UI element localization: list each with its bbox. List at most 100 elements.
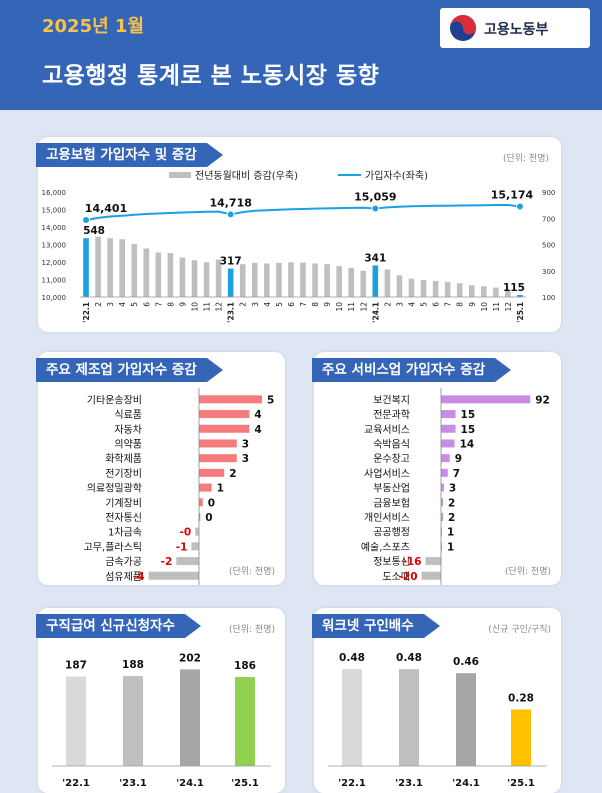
- bar: [199, 468, 225, 477]
- value-label: 187: [65, 660, 87, 672]
- page-title: 고용행정 통계로 본 노동시장 동향: [42, 63, 380, 89]
- x-tick-label: '25.1: [231, 778, 259, 789]
- category-label: 고무,플라스틱: [84, 541, 142, 553]
- category-label: 기타운송장비: [87, 394, 142, 406]
- x-tick-label: '24.1: [371, 302, 380, 323]
- y-left-tick: 14,000: [42, 224, 67, 232]
- bar-change: [481, 286, 487, 297]
- value-label: -0: [180, 527, 192, 539]
- legend-bar-label: 전년동월대비 증감(우축): [195, 170, 298, 182]
- x-tick-label: 7: [444, 302, 453, 307]
- x-tick-label: 3: [395, 302, 404, 307]
- x-tick-label: '22.1: [62, 778, 90, 789]
- category-label: 전문과학: [373, 409, 410, 421]
- bar-change: [300, 262, 306, 297]
- line-value-label: 15,059: [354, 190, 396, 203]
- x-tick-label: 10: [191, 302, 200, 312]
- category-label: 공공행정: [373, 527, 410, 539]
- value-label: 14: [460, 438, 475, 450]
- category-label: 부동산업: [373, 482, 410, 495]
- line-marker: [82, 215, 91, 224]
- value-label: 15: [461, 424, 476, 436]
- value-label: 202: [179, 652, 201, 664]
- manufacturing-chart: 기타운송장비 5 식료품 4 자동차 4 의약품 3 화학제품 3 전기장비 2 의료정밀광학 1 기계장비…: [84, 388, 274, 585]
- value-label: 3: [242, 453, 249, 465]
- x-tick-label: 2: [239, 302, 248, 307]
- y-left-tick: 15,000: [42, 207, 67, 215]
- value-label: 0: [208, 497, 215, 509]
- bar-change: [203, 262, 210, 297]
- bar: [176, 557, 199, 566]
- bar: [123, 676, 143, 766]
- bar-change: [179, 257, 186, 297]
- category-label: 금융보험: [373, 497, 410, 509]
- bar: [441, 542, 442, 551]
- y-left-tick: 12,000: [42, 259, 67, 267]
- category-label: 예술,스포츠: [361, 541, 410, 553]
- x-tick-label: 4: [118, 302, 127, 307]
- bar-change: [384, 269, 391, 297]
- insurance-chart: 전년동월대비 증감(우축) 가입자수(좌축) 10,000 11,000 12,000 1…: [42, 169, 556, 323]
- bar-change: [276, 262, 282, 297]
- line-marker: [371, 204, 380, 213]
- x-tick-label: 11: [347, 302, 356, 312]
- value-label: 0.48: [339, 652, 365, 664]
- value-label: 1: [447, 527, 454, 539]
- worknet-panel-title: 워크넷 구인배수: [312, 614, 440, 638]
- x-tick-label: '24.1: [176, 778, 204, 789]
- y-left-tick: 13,000: [42, 242, 67, 250]
- x-tick-label: 12: [215, 302, 224, 312]
- bar-change: [396, 275, 403, 297]
- manufacturing-panel-title: 주요 제조업 가입자수 증감: [36, 358, 223, 382]
- insurance-panel: 고용보험 가입자수 및 증감 (단위: 천명) 전년동월대비 증감(우축) 가입자…: [36, 137, 561, 332]
- legend-line-label: 가입자수(좌축): [365, 169, 428, 182]
- bar-change: [432, 280, 439, 297]
- bar: [441, 424, 456, 433]
- bar: [441, 527, 442, 536]
- value-label: 0.46: [453, 656, 479, 668]
- value-label: 1: [217, 483, 224, 495]
- x-tick-label: 7: [154, 302, 163, 307]
- x-tick-label: '22.1: [338, 778, 366, 789]
- category-label: 도소매: [382, 571, 410, 583]
- bar: [235, 677, 255, 766]
- x-tick-label: '23.1: [227, 302, 236, 323]
- line-subscribers: [85, 204, 521, 221]
- line-value-label: 14,401: [85, 202, 127, 215]
- bar: [441, 498, 443, 507]
- value-label: 2: [229, 468, 236, 480]
- bar-change: [131, 243, 138, 297]
- category-label: 섬유제품: [105, 571, 142, 583]
- bar: [148, 571, 199, 580]
- claims-panel-title: 구직급여 신규신청자수: [36, 614, 201, 638]
- bar-change: [155, 252, 162, 297]
- category-label: 자동차: [114, 424, 142, 436]
- x-tick-label: 10: [480, 302, 489, 312]
- bar-change: [420, 279, 427, 297]
- x-tick-label: '24.1: [452, 778, 480, 789]
- worknet-chart: 0.48 '22.1 0.48 '23.1 0.46 '24.1 0.28 '25.1: [328, 652, 547, 789]
- bar-change: [95, 236, 101, 297]
- value-label: 9: [455, 453, 462, 465]
- report-period: 2025년 1월: [42, 16, 145, 37]
- bar-change: [227, 268, 234, 297]
- x-tick-label: 8: [456, 302, 465, 307]
- value-label: 2: [448, 497, 455, 509]
- bar: [199, 498, 203, 507]
- value-label: 0: [205, 512, 212, 524]
- bar: [441, 454, 450, 463]
- x-tick-label: 9: [468, 302, 477, 307]
- x-tick-label: 9: [323, 302, 332, 307]
- bar: [199, 424, 250, 433]
- value-label: 0.28: [508, 692, 534, 704]
- insurance-panel-title: 고용보험 가입자수 및 증감: [36, 143, 223, 167]
- bar: [441, 439, 455, 448]
- claims-panel: 구직급여 신규신청자수 (단위: 천명) 187 '22.1 188 '23.1 202…: [36, 608, 285, 793]
- bar: [441, 512, 443, 521]
- service-chart: 보건복지 92 전문과학 15 교육서비스 15 숙박음식 14 운수창고 9 사업서비스 7 부동산업…: [361, 388, 550, 585]
- x-tick-label: 3: [251, 302, 260, 307]
- category-label: 금속가공: [105, 556, 142, 568]
- category-label: 숙박음식: [373, 438, 410, 450]
- bar-change: [456, 283, 463, 297]
- service-panel-title: 주요 서비스업 가입자수 증감: [312, 358, 512, 382]
